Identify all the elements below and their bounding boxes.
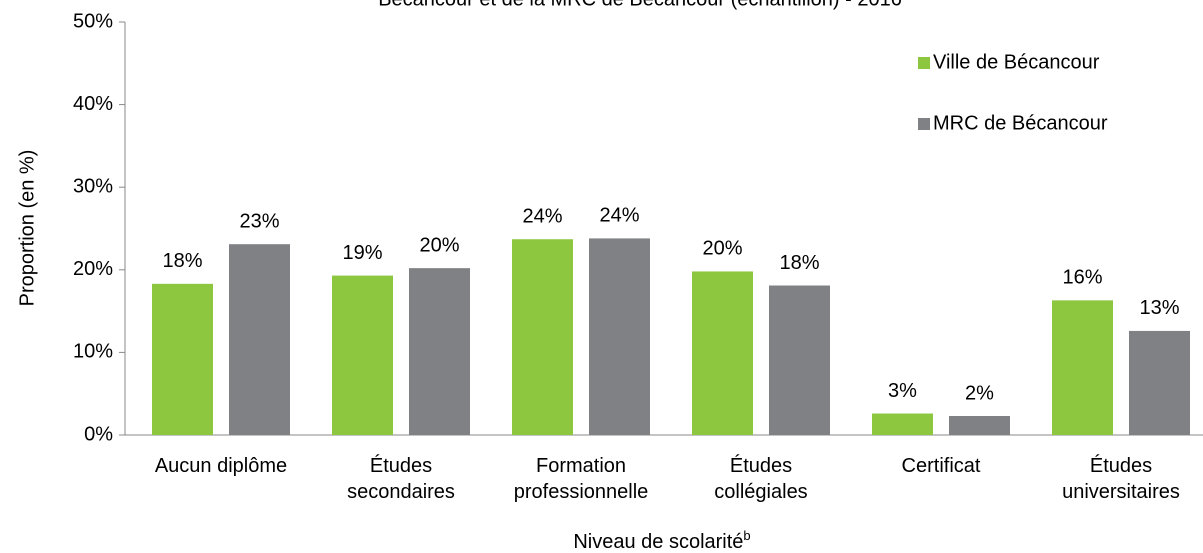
legend-swatch (918, 57, 930, 69)
x-tick-label: Études secondaires (347, 454, 455, 503)
y-tick-label: 0% (84, 423, 113, 445)
x-axis-label: Niveau de scolaritéb (573, 528, 750, 553)
x-axis-label-superscript: b (743, 528, 750, 543)
data-label: 19% (342, 242, 382, 264)
y-tick-label: 50% (73, 10, 113, 32)
x-tick-label: Certificat (902, 455, 981, 477)
bar (872, 413, 933, 435)
x-tick-label-line: Études (1090, 454, 1152, 477)
x-tick-label-line: collégiales (714, 481, 807, 503)
x-tick-label-line: Études (730, 454, 792, 477)
bar (152, 283, 213, 435)
legend-swatch (918, 118, 930, 130)
y-axis-label: Proportion (en %) (16, 150, 38, 307)
data-label: 24% (522, 206, 562, 228)
x-axis-label-text: Niveau de scolarité (573, 531, 743, 553)
chart-title: Bécancour et de la MRC de Bécancour (éch… (378, 0, 902, 10)
x-tick-label: Études universitaires (1062, 454, 1180, 503)
bar (692, 271, 753, 435)
data-label: 23% (239, 210, 279, 232)
x-tick-label-line: universitaires (1062, 481, 1180, 503)
data-label: 13% (1139, 297, 1179, 319)
bar (512, 239, 573, 435)
data-label: 18% (779, 252, 819, 274)
bar (769, 285, 830, 435)
bar (1052, 300, 1113, 435)
y-tick-label: 30% (73, 175, 113, 197)
y-tick-label: 20% (73, 258, 113, 280)
data-label: 16% (1062, 267, 1102, 289)
bar (229, 244, 290, 435)
data-label: 3% (888, 380, 917, 402)
x-tick-label-line: Certificat (902, 455, 981, 477)
bar (949, 416, 1010, 435)
x-tick-label-line: secondaires (347, 481, 455, 503)
legend-label: Ville de Bécancour (933, 51, 1100, 73)
y-tick-label: 10% (73, 341, 113, 363)
data-label: 24% (599, 205, 639, 227)
y-tick-label: 40% (73, 93, 113, 115)
x-tick-label-line: professionnelle (514, 481, 649, 503)
bar (589, 238, 650, 435)
x-tick-label: Formation professionnelle (514, 455, 649, 503)
x-tick-label-line: Aucun diplôme (155, 455, 287, 477)
data-label: 2% (965, 382, 994, 404)
x-tick-label: Études collégiales (714, 454, 807, 503)
data-label: 18% (162, 250, 202, 272)
bar (409, 268, 470, 435)
data-label: 20% (419, 234, 459, 256)
x-tick-label-line: Formation (536, 455, 626, 477)
x-tick-label-line: Études (370, 454, 432, 477)
data-label: 20% (702, 238, 742, 260)
bar (1129, 330, 1190, 435)
x-tick-label: Aucun diplôme (155, 455, 287, 477)
legend-label: MRC de Bécancour (933, 112, 1108, 134)
bar (332, 275, 393, 435)
